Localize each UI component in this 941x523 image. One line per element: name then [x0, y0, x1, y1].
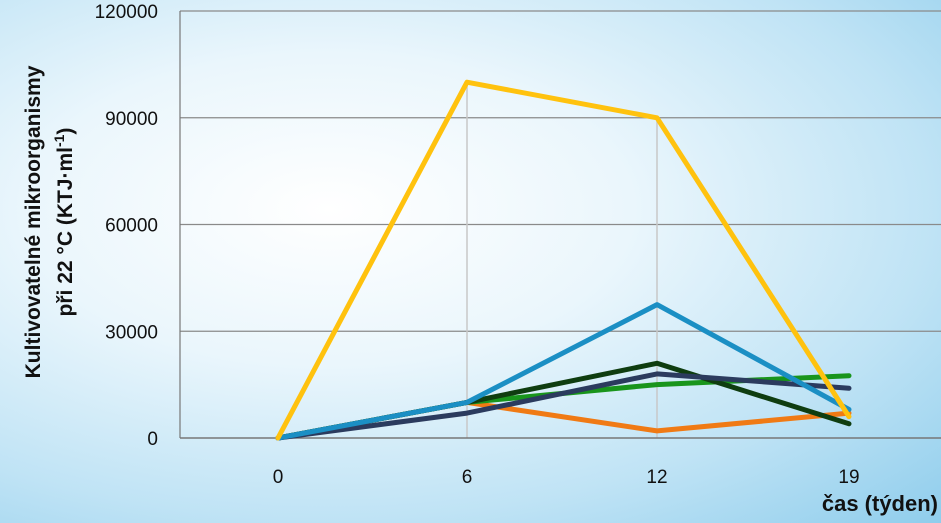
y-tick-labels: 0 30000 60000 90000 120000	[95, 2, 158, 450]
y-axis-label-line2: při 22 °C (KTJ·ml-1)	[51, 128, 77, 317]
series-line	[275, 302, 852, 441]
y-tick-label: 0	[147, 429, 158, 450]
y-tick-label: 30000	[105, 322, 158, 343]
x-axis-label: čas (týden)	[822, 491, 938, 516]
y-axis-label-line2-text: při 22 °C (KTJ·ml	[54, 147, 77, 316]
x-tick-label: 19	[838, 467, 859, 488]
y-axis-label-line1: Kultivovatelné mikroorganismy	[22, 65, 45, 378]
x-tick-label: 6	[462, 467, 473, 488]
y-axis-label-close: )	[54, 128, 77, 135]
series-lines	[275, 79, 852, 441]
y-tick-label: 60000	[105, 216, 158, 237]
x-tick-label: 0	[273, 467, 284, 488]
y-axis-label-superscript: -1	[51, 134, 67, 147]
axes	[179, 11, 941, 439]
x-tick-labels: 0 6 12 19	[273, 467, 860, 488]
gridlines	[180, 10, 941, 332]
y-tick-label: 90000	[105, 109, 158, 130]
series-line	[275, 371, 852, 441]
series-line	[275, 79, 852, 441]
y-tick-label: 120000	[95, 2, 158, 23]
x-tick-label: 12	[646, 467, 667, 488]
